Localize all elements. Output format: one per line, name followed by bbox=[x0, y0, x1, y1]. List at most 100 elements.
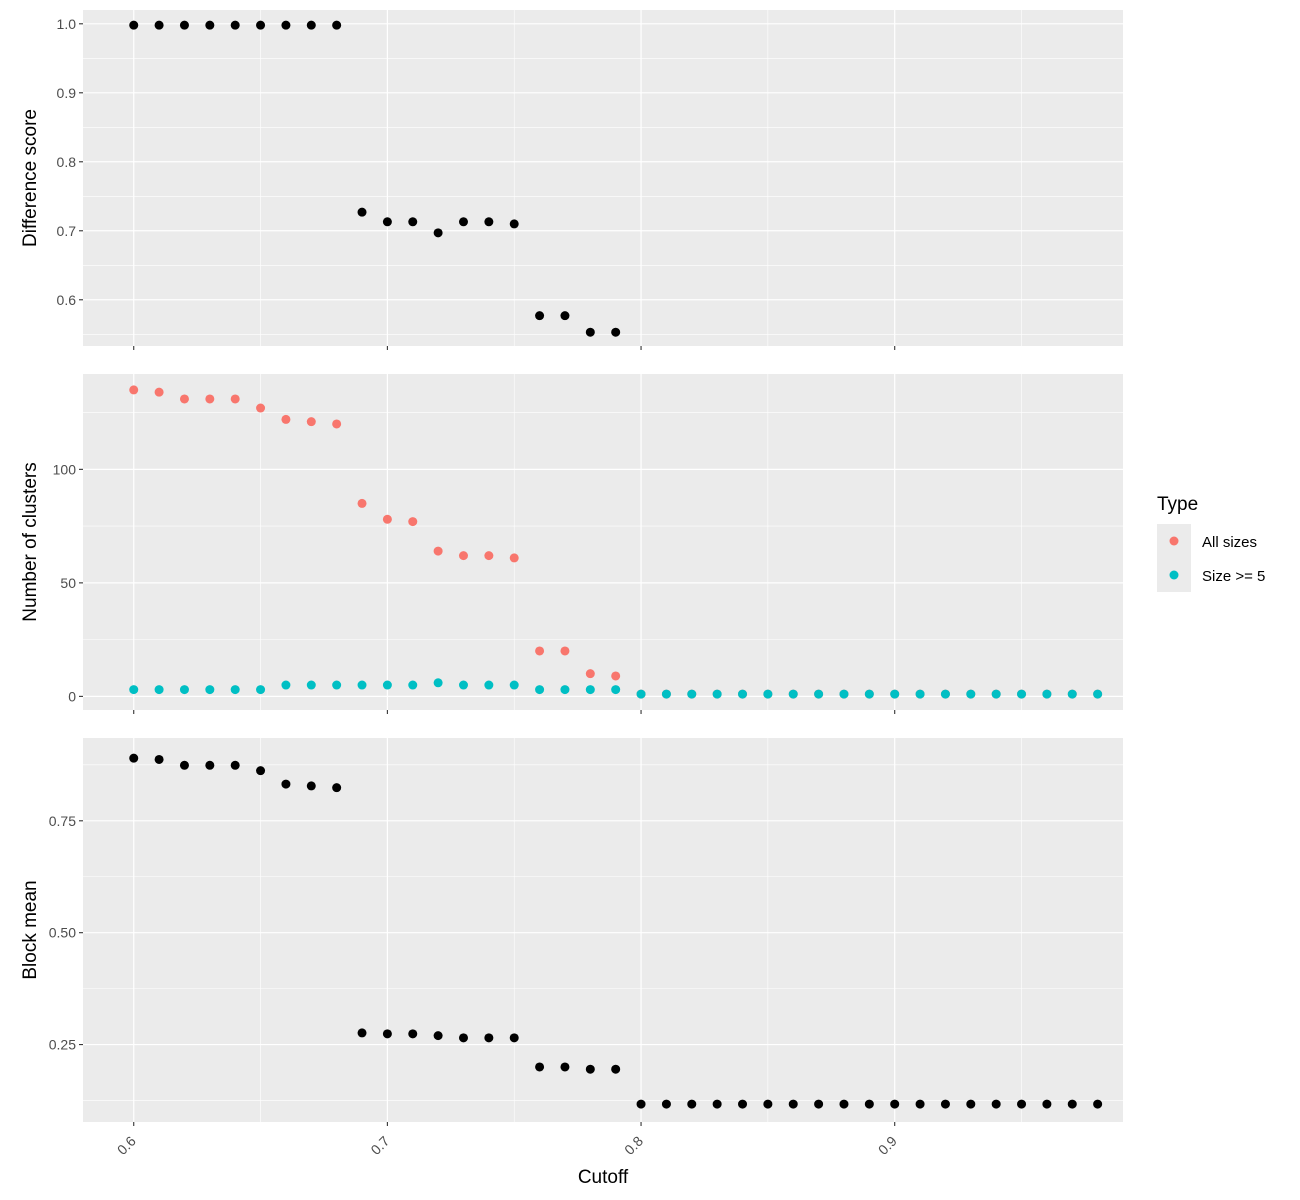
y-tick-label: 0 bbox=[68, 688, 76, 704]
data-point bbox=[890, 1099, 900, 1109]
y-tick-label: 0.8 bbox=[57, 154, 77, 170]
legend-label-size-5: Size >= 5 bbox=[1202, 568, 1265, 585]
data-point bbox=[864, 689, 874, 699]
data-point bbox=[814, 1099, 824, 1109]
data-point bbox=[179, 20, 189, 30]
data-point bbox=[687, 1099, 697, 1109]
data-point bbox=[458, 1033, 468, 1043]
data-point bbox=[230, 685, 240, 695]
data-point bbox=[585, 1064, 595, 1074]
data-point bbox=[433, 678, 443, 688]
data-point bbox=[458, 217, 468, 227]
data-point bbox=[560, 646, 570, 656]
data-point bbox=[661, 689, 671, 699]
data-point bbox=[382, 680, 392, 690]
data-point bbox=[129, 385, 139, 395]
data-point bbox=[915, 689, 925, 699]
x-tick-label: 0.7 bbox=[367, 1133, 392, 1158]
data-point bbox=[611, 327, 621, 337]
series-number-of-clusters-1 bbox=[129, 678, 1103, 699]
data-point bbox=[788, 689, 798, 699]
data-point bbox=[1017, 689, 1027, 699]
data-point bbox=[154, 685, 164, 695]
data-point bbox=[382, 217, 392, 227]
data-point bbox=[230, 760, 240, 770]
data-point bbox=[332, 680, 342, 690]
data-point bbox=[611, 685, 621, 695]
data-point bbox=[205, 394, 215, 404]
data-point bbox=[154, 387, 164, 397]
data-point bbox=[357, 680, 367, 690]
y-axis-title-block-mean: Block mean bbox=[20, 880, 41, 979]
data-point bbox=[332, 20, 342, 30]
data-point bbox=[205, 20, 215, 30]
data-point bbox=[129, 20, 139, 30]
data-point bbox=[661, 1099, 671, 1109]
data-point bbox=[1017, 1099, 1027, 1109]
data-point bbox=[357, 207, 367, 217]
x-tick-label: 0.8 bbox=[621, 1133, 646, 1158]
data-point bbox=[839, 689, 849, 699]
data-point bbox=[154, 20, 164, 30]
data-point bbox=[256, 403, 266, 413]
y-tick-label: 0.75 bbox=[49, 813, 76, 829]
data-point bbox=[738, 689, 748, 699]
data-point bbox=[433, 1031, 443, 1041]
data-point bbox=[281, 680, 291, 690]
data-point bbox=[1067, 689, 1077, 699]
data-point bbox=[408, 1029, 418, 1039]
data-point bbox=[763, 1099, 773, 1109]
data-point bbox=[814, 689, 824, 699]
data-point bbox=[281, 20, 291, 30]
data-point bbox=[1093, 689, 1103, 699]
y-tick-label: 0.6 bbox=[57, 292, 77, 308]
data-point bbox=[585, 685, 595, 695]
data-point bbox=[433, 546, 443, 556]
data-point bbox=[357, 498, 367, 508]
data-point bbox=[509, 680, 519, 690]
data-point bbox=[509, 1033, 519, 1043]
data-point bbox=[281, 414, 291, 424]
data-point bbox=[230, 394, 240, 404]
data-point bbox=[535, 646, 545, 656]
data-point bbox=[306, 781, 316, 791]
data-point bbox=[256, 685, 266, 695]
data-point bbox=[484, 680, 494, 690]
data-point bbox=[560, 685, 570, 695]
data-point bbox=[306, 417, 316, 427]
data-point bbox=[535, 311, 545, 321]
data-point bbox=[1093, 1099, 1103, 1109]
data-point bbox=[382, 514, 392, 524]
data-point bbox=[205, 760, 215, 770]
data-point bbox=[636, 689, 646, 699]
data-point bbox=[940, 689, 950, 699]
data-point bbox=[306, 20, 316, 30]
legend-key-all-sizes bbox=[1169, 536, 1179, 546]
chart-panels: 0.6 0.7 0.8 0.9 1.0 Difference score 0 50 100 Num… bbox=[20, 10, 1123, 1158]
data-point bbox=[966, 1099, 976, 1109]
data-point bbox=[484, 1033, 494, 1043]
data-point bbox=[560, 311, 570, 321]
data-point bbox=[205, 685, 215, 695]
data-point bbox=[129, 685, 139, 695]
y-tick-label: 0.50 bbox=[49, 925, 76, 941]
y-tick-label: 50 bbox=[60, 575, 76, 591]
data-point bbox=[991, 1099, 1001, 1109]
data-point bbox=[890, 689, 900, 699]
data-point bbox=[433, 228, 443, 238]
data-point bbox=[611, 671, 621, 681]
y-tick-label: 0.9 bbox=[57, 85, 77, 101]
data-point bbox=[712, 1099, 722, 1109]
data-point bbox=[408, 217, 418, 227]
data-point bbox=[382, 1029, 392, 1039]
data-point bbox=[281, 779, 291, 789]
legend-title: Type bbox=[1157, 494, 1198, 515]
series-difference-score-0 bbox=[129, 20, 621, 337]
data-point bbox=[915, 1099, 925, 1109]
data-point bbox=[230, 20, 240, 30]
data-point bbox=[332, 783, 342, 793]
data-point bbox=[687, 689, 697, 699]
panel-background bbox=[83, 738, 1123, 1122]
data-point bbox=[179, 394, 189, 404]
data-point bbox=[991, 689, 1001, 699]
